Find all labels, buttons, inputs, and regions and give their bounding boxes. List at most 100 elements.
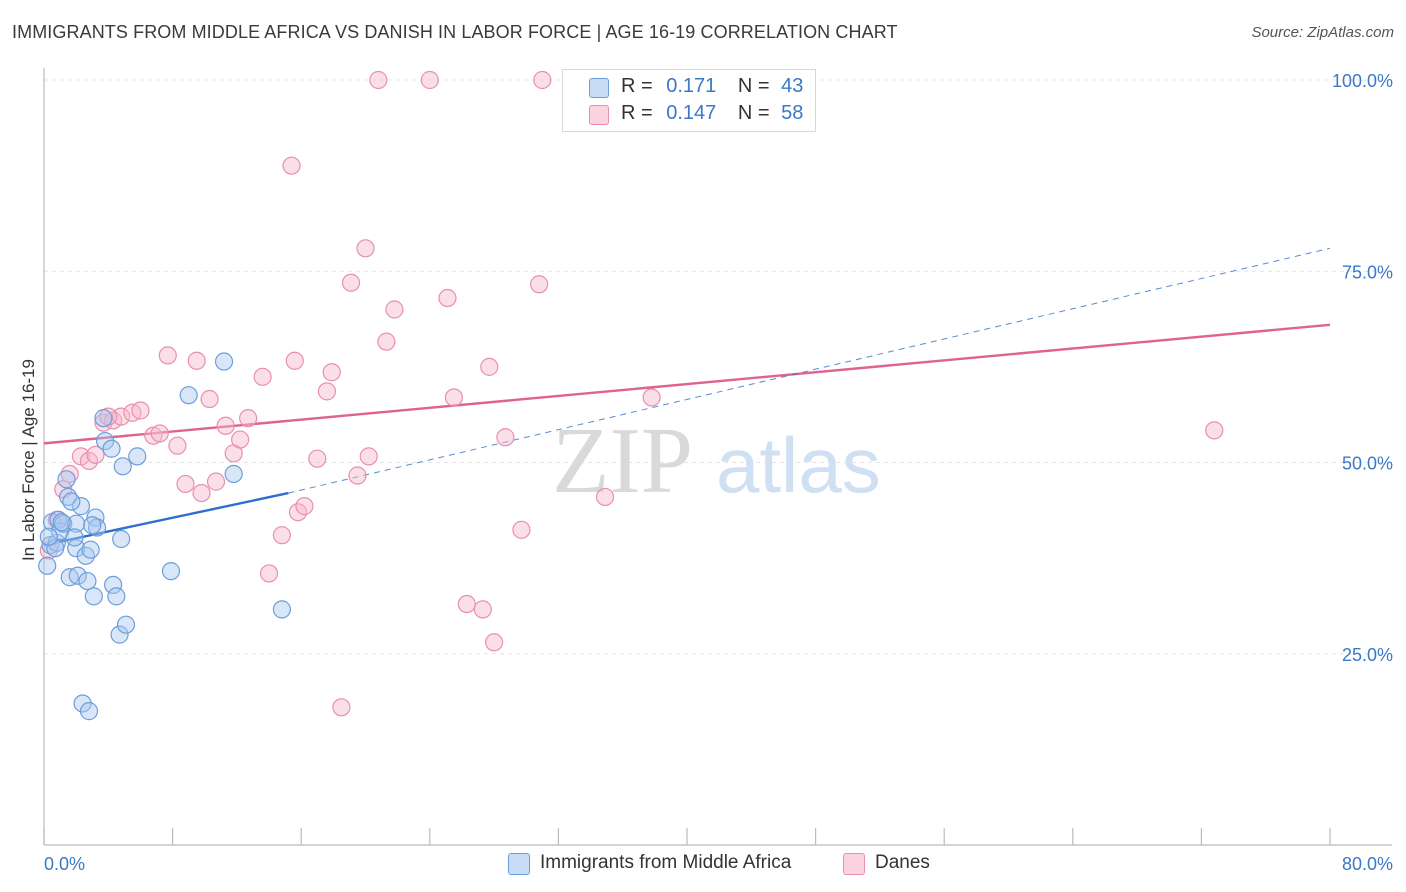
point-danes: [512, 520, 531, 539]
point-danes: [285, 351, 304, 370]
point-danes: [438, 288, 457, 308]
r-label: R =: [621, 102, 653, 124]
point-danes: [231, 430, 250, 449]
trend-line-danes: [43, 323, 1331, 445]
point-middle-africa: [272, 600, 292, 619]
point-middle-africa: [116, 615, 136, 634]
legend-label: Danes: [875, 852, 930, 873]
point-danes: [642, 388, 661, 407]
point-danes: [168, 436, 187, 455]
point-middle-africa: [113, 457, 132, 476]
point-danes: [322, 363, 341, 382]
stats-legend: R = 0.171 N = 43 R = 0.147 N = 58: [562, 69, 816, 132]
point-danes: [86, 445, 105, 464]
source-label: Source: ZipAtlas.com: [1251, 24, 1394, 41]
y-tick-label: 100.0%: [1332, 71, 1393, 91]
point-danes: [131, 401, 150, 420]
point-middle-africa: [179, 386, 198, 405]
y-tick-label: 75.0%: [1342, 262, 1393, 282]
point-middle-africa: [78, 571, 97, 591]
point-middle-africa: [52, 513, 71, 532]
point-danes: [253, 367, 272, 386]
trend-line-middle-africa: [43, 491, 289, 547]
point-danes: [60, 464, 79, 484]
point-middle-africa: [65, 528, 84, 547]
n-value: 58: [781, 102, 804, 124]
point-middle-africa: [161, 562, 181, 581]
legend-stats-text: R = 0.147 N = 58: [621, 102, 803, 125]
gridlines: [44, 79, 1392, 655]
point-danes: [341, 273, 361, 292]
axes: [43, 68, 1392, 846]
point-middle-africa: [214, 352, 234, 371]
trend-line-middle-africa-extension: [288, 247, 1331, 494]
point-middle-africa: [87, 518, 107, 537]
point-danes: [348, 466, 367, 485]
point-middle-africa: [38, 556, 57, 575]
point-danes: [480, 357, 499, 376]
r-value: 0.147: [666, 102, 717, 124]
point-danes: [457, 594, 476, 614]
watermark-zip: ZIP: [552, 409, 693, 513]
point-danes: [595, 487, 615, 507]
point-middle-africa: [39, 527, 58, 546]
point-danes: [530, 275, 549, 294]
point-middle-africa: [84, 587, 103, 606]
point-danes: [420, 70, 439, 90]
y-tick-label: 25.0%: [1342, 645, 1393, 665]
point-middle-africa: [128, 447, 147, 466]
point-danes: [533, 70, 552, 90]
y-tick-label: 50.0%: [1342, 454, 1393, 474]
point-danes: [259, 564, 279, 583]
y-axis-label: In Labor Force | Age 16-19: [19, 359, 38, 561]
legend-swatch-pink: [843, 853, 865, 875]
legend-swatch-blue: [508, 853, 530, 875]
trend-lines: [43, 247, 1331, 547]
point-danes: [216, 416, 235, 435]
point-danes: [369, 70, 388, 90]
point-middle-africa: [57, 470, 76, 489]
point-middle-africa: [112, 529, 131, 549]
point-danes: [308, 449, 327, 468]
point-danes: [200, 389, 219, 409]
point-danes: [473, 600, 492, 619]
point-danes: [385, 300, 404, 319]
point-danes: [444, 388, 464, 407]
r-value: 0.171: [666, 75, 717, 97]
point-middle-africa: [67, 514, 86, 533]
point-danes: [192, 484, 211, 503]
point-danes: [356, 239, 375, 258]
x-tick-labels: 0.0% 80.0%: [44, 854, 1393, 874]
point-middle-africa: [107, 587, 126, 606]
point-danes: [112, 407, 131, 426]
watermark: ZIP atlas: [552, 409, 881, 513]
point-danes: [272, 526, 292, 545]
legend-stats-text: R = 0.171 N = 43: [621, 75, 803, 98]
point-danes: [282, 156, 301, 175]
point-danes: [206, 472, 226, 491]
point-danes: [1205, 421, 1224, 440]
point-danes: [239, 409, 258, 428]
point-danes: [295, 497, 314, 516]
r-label: R =: [621, 75, 653, 97]
x-tick-label: 80.0%: [1342, 854, 1393, 874]
point-danes: [150, 424, 169, 443]
point-middle-africa: [94, 409, 113, 428]
point-middle-africa: [81, 540, 100, 559]
point-danes: [187, 351, 206, 370]
point-danes: [377, 332, 396, 351]
point-middle-africa: [83, 516, 102, 535]
data-points: [38, 70, 1224, 721]
point-danes: [359, 447, 378, 466]
point-middle-africa: [102, 439, 121, 458]
point-middle-africa: [62, 492, 81, 511]
point-middle-africa: [79, 702, 99, 721]
point-middle-africa: [104, 575, 123, 595]
point-danes: [332, 698, 351, 717]
point-middle-africa: [68, 566, 87, 585]
point-danes: [317, 382, 337, 401]
n-label: N =: [737, 102, 770, 124]
watermark-atlas: atlas: [716, 421, 881, 509]
point-middle-africa: [76, 546, 95, 565]
